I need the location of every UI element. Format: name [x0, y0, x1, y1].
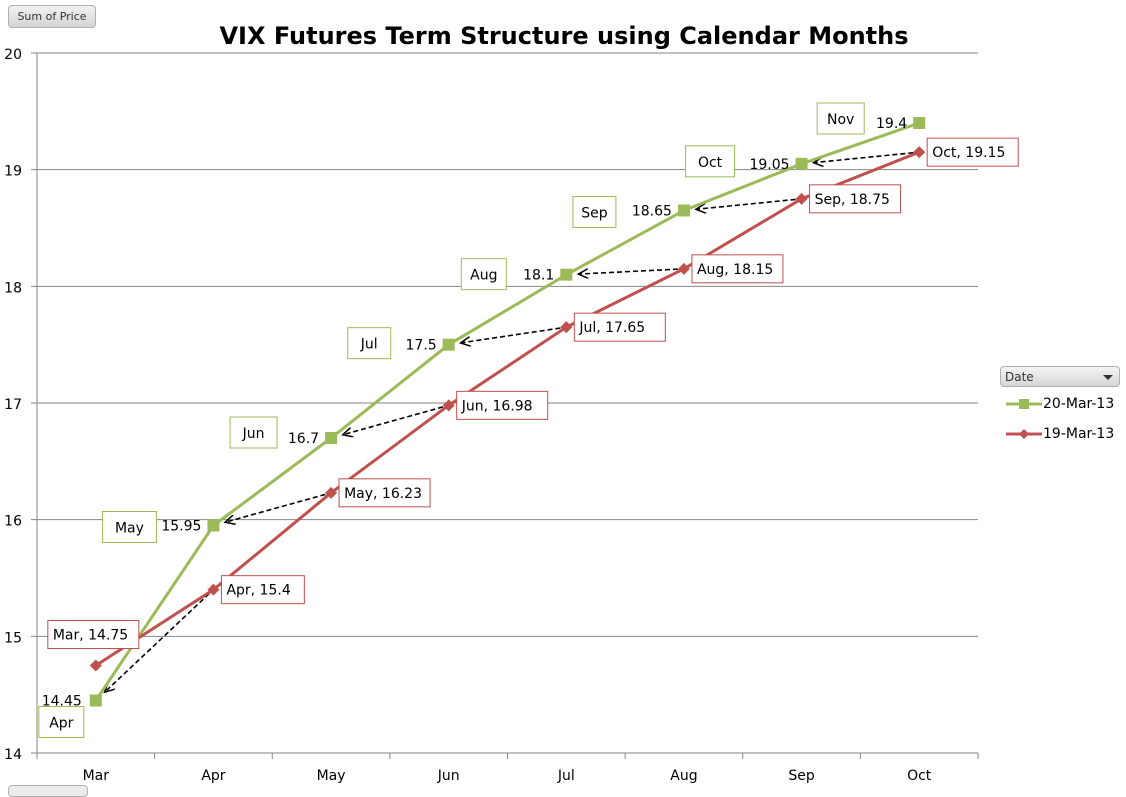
- date-field-label: Date: [1005, 370, 1034, 384]
- sum-of-price-field-button[interactable]: Sum of Price: [8, 5, 96, 28]
- month-label: Oct: [698, 155, 723, 171]
- month-label-box: [816, 102, 865, 135]
- data-point-square: [913, 117, 926, 129]
- month-label-box: [101, 511, 157, 543]
- y-tick-label: 17: [4, 397, 22, 413]
- data-point-square: [795, 157, 808, 170]
- y-tick-label: 18: [4, 280, 22, 296]
- month-label: Sep: [581, 206, 608, 222]
- legend-label: 20-Mar-13: [1043, 396, 1115, 412]
- green-square-marker-icon: [1006, 399, 1042, 409]
- data-point-square: [325, 432, 338, 444]
- month-label: May: [115, 521, 144, 537]
- value-label: 14.45: [42, 694, 82, 710]
- x-tick-label: Mar: [83, 768, 110, 784]
- annotation-arrow: [343, 406, 444, 435]
- date-filter-dropdown[interactable]: Date: [1000, 366, 1120, 387]
- month-label-box: [347, 327, 392, 360]
- y-tick-label: 15: [4, 630, 22, 646]
- x-tick-label: May: [317, 768, 346, 784]
- point-label-box: [338, 478, 431, 508]
- x-tick-label: Oct: [907, 768, 932, 784]
- point-label: Jul, 17.65: [578, 320, 645, 336]
- y-tick-label: 19: [4, 164, 22, 180]
- x-tick-label: Aug: [670, 768, 697, 784]
- annotation-arrow: [578, 268, 678, 274]
- data-point-square: [442, 338, 455, 351]
- point-label: Apr, 15.4: [226, 583, 290, 599]
- month-label-box: [685, 145, 736, 178]
- annotation-arrow: [696, 198, 796, 209]
- value-label: 17.5: [406, 338, 437, 354]
- y-tick-label: 20: [4, 47, 22, 63]
- month-label-box: [460, 258, 507, 291]
- x-tick-label: Jun: [437, 768, 460, 784]
- month-label: Apr: [49, 716, 73, 732]
- data-point-diamond: [89, 659, 102, 672]
- annotation-arrow: [461, 327, 561, 343]
- point-label: May, 16.23: [344, 486, 422, 502]
- data-point-square: [560, 268, 573, 281]
- data-point-diamond: [677, 262, 690, 275]
- point-label: Oct, 19.15: [932, 145, 1005, 161]
- y-tick-label: 14: [4, 747, 22, 763]
- point-label-box: [220, 575, 305, 605]
- dropdown-arrow-icon: [1103, 375, 1113, 380]
- value-label: 16.7: [288, 431, 319, 447]
- value-label: 19.4: [876, 116, 907, 132]
- month-label: Nov: [827, 112, 854, 128]
- point-label-box: [573, 312, 666, 342]
- annotation-arrow: [225, 493, 326, 522]
- point-label: Mar, 14.75: [53, 628, 128, 644]
- value-label: 18.65: [632, 204, 672, 220]
- legend-item-20-mar-13: 20-Mar-13: [1006, 395, 1114, 413]
- month-label: Jul: [360, 337, 378, 353]
- point-label-box: [47, 620, 140, 649]
- month-label-box: [572, 196, 617, 228]
- point-label-box: [691, 254, 784, 284]
- data-point-diamond: [913, 146, 926, 159]
- x-tick-label: Apr: [201, 768, 225, 784]
- month-label-box: [38, 706, 85, 738]
- red-diamond-marker-icon: [1006, 429, 1042, 439]
- value-label: 15.95: [161, 519, 201, 535]
- point-label-box: [809, 184, 902, 214]
- data-point-diamond: [560, 321, 573, 334]
- data-point-diamond: [795, 192, 808, 205]
- x-tick-label: Sep: [788, 768, 815, 784]
- point-label: Sep, 18.75: [815, 192, 890, 208]
- data-point-diamond: [207, 583, 220, 596]
- month-label: Aug: [470, 268, 497, 284]
- data-point-square: [89, 694, 102, 707]
- y-tick-label: 16: [4, 514, 22, 530]
- point-label-box: [456, 390, 549, 420]
- value-label: 19.05: [749, 157, 789, 173]
- point-label: Jun, 16.98: [461, 398, 533, 414]
- legend-label: 19-Mar-13: [1043, 426, 1115, 442]
- point-label: Aug, 18.15: [697, 262, 773, 278]
- series-line-19-Mar-13: [94, 150, 920, 667]
- data-point-diamond: [442, 399, 455, 412]
- x-tick-label: Jul: [557, 768, 575, 784]
- value-label: 18.1: [523, 268, 554, 284]
- data-point-square: [207, 519, 220, 532]
- month-label-box: [229, 416, 278, 449]
- legend-item-19-mar-13: 19-Mar-13: [1006, 425, 1114, 443]
- annotation-arrow: [814, 151, 914, 163]
- point-label-box: [926, 137, 1019, 167]
- data-point-diamond: [325, 486, 338, 499]
- series-line-20-Mar-13: [94, 121, 920, 702]
- month-label: Jun: [242, 426, 265, 442]
- chart-title: VIX Futures Term Structure using Calenda…: [219, 22, 908, 50]
- data-point-square: [677, 204, 690, 217]
